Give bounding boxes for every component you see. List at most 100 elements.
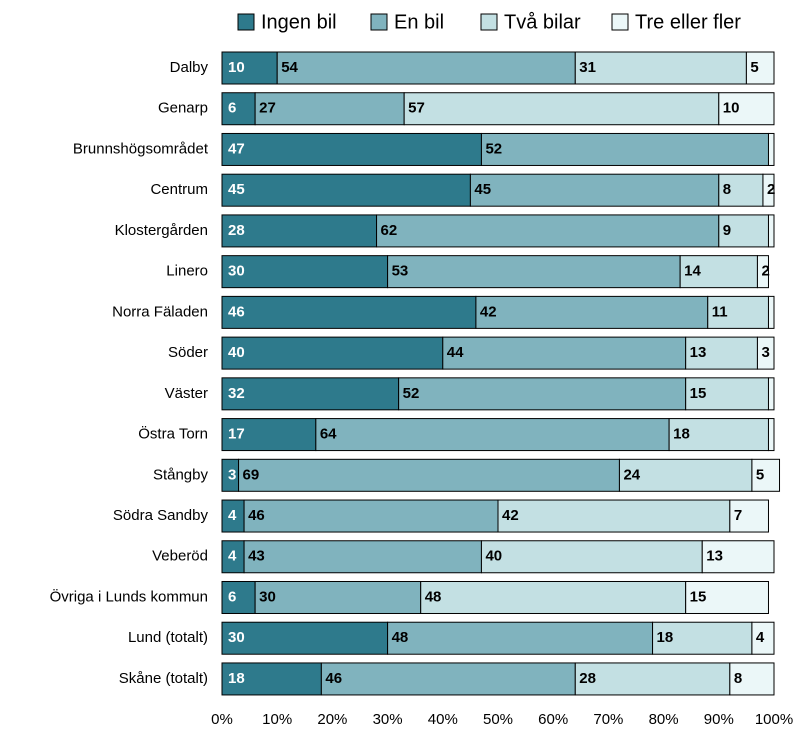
data-label: 62 — [381, 222, 398, 239]
bar-segment — [497, 499, 731, 533]
bar-segment — [729, 499, 769, 533]
bar-segment — [618, 458, 753, 492]
legend-swatch — [611, 13, 629, 31]
bar-segment — [767, 295, 775, 329]
category-label: Lund (totalt) — [128, 629, 208, 646]
bar-segment — [756, 336, 775, 370]
category-label: Väster — [165, 385, 208, 402]
bar-segment — [387, 621, 654, 655]
data-label: 45 — [228, 181, 245, 198]
bar-segment — [701, 540, 775, 574]
x-tick-label: 20% — [317, 711, 347, 728]
data-label: 15 — [690, 588, 707, 605]
x-tick-label: 70% — [593, 711, 623, 728]
bar-segment — [767, 214, 775, 248]
data-label: 13 — [706, 548, 723, 565]
data-label: 47 — [228, 140, 245, 157]
x-tick-label: 50% — [483, 711, 513, 728]
bar-segment — [221, 418, 317, 452]
x-tick-label: 80% — [649, 711, 679, 728]
bar-segment — [480, 132, 769, 166]
data-label: 43 — [248, 548, 265, 565]
bar-segment — [762, 173, 775, 207]
x-tick-label: 90% — [704, 711, 734, 728]
data-label: 2 — [767, 181, 775, 198]
data-label: 17 — [228, 426, 245, 443]
data-label: 2 — [761, 263, 769, 280]
bar-segment — [221, 214, 378, 248]
legend-label: Två bilar — [504, 11, 581, 33]
bar-segment — [442, 336, 687, 370]
data-label: 27 — [259, 100, 276, 117]
bar-segment — [767, 132, 775, 166]
legend-swatch — [237, 13, 255, 31]
data-label: 48 — [425, 588, 442, 605]
bar-segment — [718, 214, 769, 248]
bar-segment — [398, 377, 687, 411]
data-label: 3 — [228, 466, 236, 483]
data-label: 69 — [243, 466, 260, 483]
bar-segment — [221, 51, 278, 85]
data-label: 46 — [325, 670, 342, 687]
x-tick-label: 0% — [211, 711, 233, 728]
bar-segment — [707, 295, 769, 329]
data-label: 48 — [392, 629, 409, 646]
x-tick-label: 40% — [428, 711, 458, 728]
category-label: Genarp — [158, 100, 208, 117]
data-label: 5 — [750, 59, 758, 76]
bar-segment — [254, 92, 405, 126]
data-label: 32 — [228, 385, 245, 402]
x-tick-label: 100% — [755, 711, 793, 728]
data-label: 7 — [734, 507, 742, 524]
legend-swatch — [480, 13, 498, 31]
data-label: 42 — [502, 507, 519, 524]
data-label: 9 — [723, 222, 731, 239]
bar-segment — [276, 51, 576, 85]
data-label: 4 — [228, 548, 237, 565]
data-label: 10 — [228, 59, 245, 76]
data-label: 6 — [228, 588, 236, 605]
bar-segment — [729, 662, 775, 696]
data-label: 54 — [281, 59, 298, 76]
data-label: 44 — [447, 344, 464, 361]
bar-segment — [243, 540, 482, 574]
data-label: 42 — [480, 303, 497, 320]
data-label: 30 — [259, 588, 276, 605]
data-label: 46 — [228, 303, 245, 320]
bar-segment — [668, 418, 769, 452]
category-label: Stångby — [153, 466, 209, 483]
bar-segment — [685, 336, 758, 370]
bar-segment — [475, 295, 709, 329]
category-label: Brunnshögsområdet — [73, 140, 209, 157]
bar-segment — [387, 255, 681, 289]
data-label: 4 — [228, 507, 237, 524]
bar-segment — [652, 621, 753, 655]
bar-segment — [403, 92, 720, 126]
bar-segment — [221, 621, 389, 655]
x-tick-label: 30% — [373, 711, 403, 728]
category-label: Linero — [166, 263, 208, 280]
bar-segment — [238, 458, 620, 492]
bar-segment — [221, 173, 471, 207]
data-label: 40 — [228, 344, 245, 361]
data-label: 18 — [228, 670, 245, 687]
data-label: 4 — [756, 629, 765, 646]
bar-segment — [420, 580, 687, 614]
data-label: 8 — [723, 181, 731, 198]
category-label: Östra Torn — [138, 425, 208, 443]
bar-segment — [718, 92, 775, 126]
bar-segment — [751, 621, 775, 655]
data-label: 45 — [474, 181, 491, 198]
data-label: 15 — [690, 385, 707, 402]
bar-segment — [221, 92, 256, 126]
category-label: Veberöd — [152, 548, 208, 565]
x-tick-label: 60% — [538, 711, 568, 728]
category-label: Dalby — [170, 59, 209, 76]
data-label: 11 — [712, 303, 728, 320]
data-label: 57 — [408, 100, 425, 117]
bar-segment — [221, 336, 444, 370]
data-label: 52 — [403, 385, 420, 402]
bar-segment — [221, 580, 256, 614]
data-label: 18 — [673, 426, 690, 443]
